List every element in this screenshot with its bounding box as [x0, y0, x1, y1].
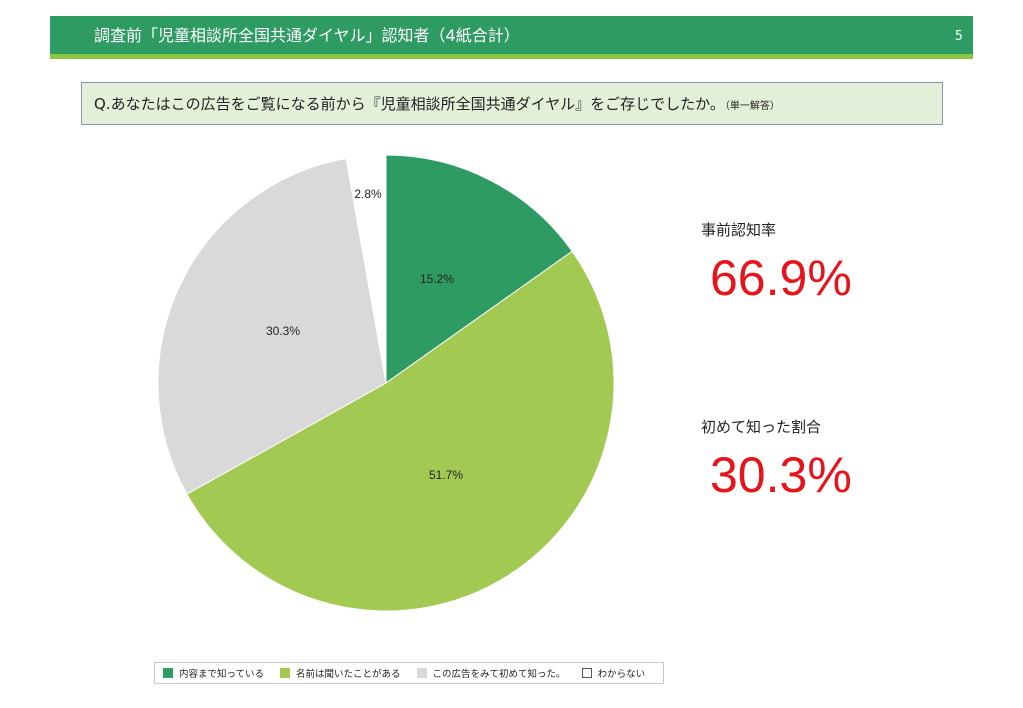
pie-data-label-4: 2.8%: [354, 187, 382, 201]
page-title: 調査前「児童相談所全国共通ダイヤル」認知者（4紙合計）: [94, 26, 520, 45]
legend-label-4: わからない: [597, 669, 646, 680]
page-number: 5: [954, 29, 963, 44]
pie-slice-2: [186, 250, 615, 612]
legend-item-3: この広告をみて初めて知った。: [416, 666, 566, 680]
pie-data-label-2: 51.7%: [429, 468, 463, 482]
legend-item-4: わからない: [581, 666, 646, 680]
header-underline: [50, 54, 973, 59]
legend-swatch-4: [581, 668, 592, 678]
legend-label-3: この広告をみて初めて知った。: [432, 669, 566, 680]
legend-swatch-3: [416, 668, 427, 678]
chart-legend: 内容まで知っている 名前は聞いたことがある この広告をみて初めて知った。 わからない: [154, 662, 664, 684]
pie-data-label-3: 30.3%: [266, 324, 300, 338]
legend-swatch-2: [280, 668, 291, 678]
legend-item-2: 名前は聞いたことがある: [280, 666, 401, 680]
question-text: Q.あなたはこの広告をご覧になる前から『児童相談所全国共通ダイヤル』をご存じでし…: [94, 95, 725, 113]
question-note: （単一解答）: [724, 101, 780, 112]
pie-data-label-1: 15.2%: [420, 272, 454, 286]
legend-item-1: 内容まで知っている: [163, 666, 264, 680]
question-box: Q.あなたはこの広告をご覧になる前から『児童相談所全国共通ダイヤル』をご存じでし…: [81, 82, 943, 125]
legend-swatch-1: [163, 668, 173, 678]
pie-slice-3: [157, 157, 387, 495]
question: Q.あなたはこの広告をご覧になる前から『児童相談所全国共通ダイヤル』をご存じでし…: [94, 94, 780, 117]
kpi-value-first-time: 30.3%: [710, 447, 852, 503]
kpi-label-prior-awareness: 事前認知率: [701, 221, 777, 239]
header-bar: 調査前「児童相談所全国共通ダイヤル」認知者（4紙合計） 5: [50, 16, 973, 58]
pie-slice-1: [385, 154, 573, 384]
pie-slice-4: [345, 154, 387, 384]
legend-label-2: 名前は聞いたことがある: [296, 669, 401, 680]
kpi-label-first-time: 初めて知った割合: [701, 418, 822, 436]
kpi-value-prior-awareness: 66.9%: [710, 250, 852, 306]
legend-label-1: 内容まで知っている: [179, 669, 265, 680]
